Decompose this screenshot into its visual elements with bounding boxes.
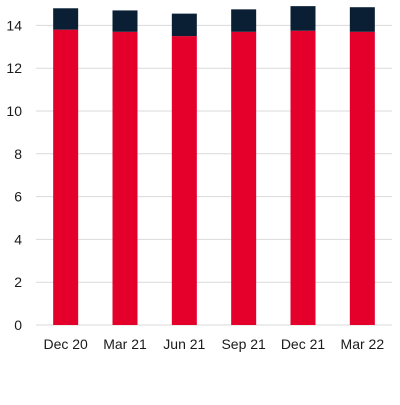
bar-segment-upper [349, 7, 375, 32]
y-tick-label: 2 [14, 274, 22, 290]
y-tick-label: 0 [14, 317, 22, 333]
x-tick-label: Mar 22 [341, 336, 385, 352]
bar-segment-lower [349, 31, 375, 325]
gridlines [36, 24, 392, 326]
x-tick-label: Mar 21 [103, 336, 147, 352]
bar-segment-upper [290, 6, 316, 31]
bar-segment-upper [231, 9, 257, 32]
bars [53, 6, 375, 326]
y-tick-label: 12 [6, 60, 22, 76]
y-tick-label: 4 [14, 231, 22, 247]
x-tick-label: Sep 21 [221, 336, 266, 352]
x-axis-ticks: Dec 20 Mar 21 Jun 21 Sep 21 Dec 21 Mar 22 [43, 336, 384, 352]
y-tick-label: 8 [14, 146, 22, 162]
bar-segment-lower [53, 29, 79, 326]
x-tick-label: Dec 20 [43, 336, 88, 352]
bar-segment-upper [171, 13, 197, 37]
bar-segment-upper [53, 8, 79, 30]
y-axis-ticks: 0 2 4 6 8 10 12 14 [6, 17, 22, 333]
y-tick-label: 10 [6, 103, 22, 119]
bar-segment-lower [171, 36, 197, 325]
y-tick-label: 6 [14, 189, 22, 205]
bar-segment-upper [112, 10, 138, 32]
bar-segment-lower [231, 31, 257, 325]
bar-segment-lower [290, 30, 316, 325]
y-tick-label: 14 [6, 17, 22, 33]
bar-segment-lower [112, 31, 138, 325]
x-tick-label: Jun 21 [163, 336, 205, 352]
x-tick-label: Dec 21 [281, 336, 326, 352]
